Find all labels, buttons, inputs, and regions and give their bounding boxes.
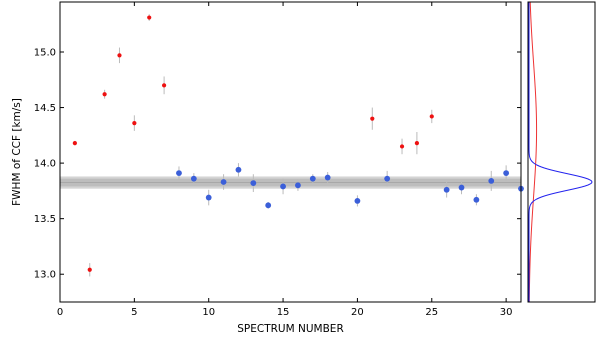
- data-point: [87, 267, 92, 272]
- data-point: [205, 194, 212, 201]
- data-point: [295, 182, 301, 189]
- data-point: [384, 175, 391, 182]
- x-tick-label: 0: [57, 307, 63, 318]
- data-point: [399, 144, 405, 149]
- main-scatter-plot: 0 5 10 15 20 25 30 13.0 13.5 14.0 14.5 15.0 SPECTRU…: [11, 1, 524, 335]
- data-points: [72, 15, 524, 272]
- data-point: [473, 196, 480, 203]
- data-point: [250, 180, 257, 187]
- data-point: [443, 186, 450, 193]
- density-curve: [528, 2, 593, 302]
- x-tick-label: 15: [277, 307, 290, 318]
- data-point: [161, 83, 167, 88]
- x-tick-label: 30: [500, 307, 513, 318]
- y-tick-label: 14.0: [34, 159, 56, 170]
- data-point: [190, 175, 197, 182]
- data-point: [132, 121, 137, 126]
- data-point: [280, 183, 286, 190]
- data-point: [324, 174, 331, 181]
- data-point: [414, 141, 420, 146]
- data-point: [176, 170, 182, 177]
- x-tick-label: 25: [425, 307, 438, 318]
- x-tick-label: 5: [131, 307, 137, 318]
- y-tick-label: 13.0: [34, 270, 56, 281]
- data-point: [458, 184, 465, 191]
- data-point: [102, 92, 107, 97]
- data-point: [488, 177, 495, 184]
- data-point: [265, 202, 272, 209]
- side-plot-frame: [527, 1, 596, 303]
- x-tick-label: 20: [351, 307, 364, 318]
- error-bars: [74, 14, 522, 277]
- data-point: [220, 179, 227, 185]
- side-density-plot: [527, 1, 596, 303]
- data-point: [503, 170, 510, 177]
- data-point: [147, 15, 152, 20]
- mean-band: [60, 176, 521, 189]
- data-point: [370, 116, 375, 121]
- x-tick-label: 10: [202, 307, 215, 318]
- tick-labels: 0 5 10 15 20 25 30 13.0 13.5 14.0 14.5 15.0: [34, 48, 513, 319]
- density-curve: [528, 1, 538, 303]
- data-point: [309, 175, 316, 182]
- data-point: [235, 166, 242, 173]
- x-axis-label: SPECTRUM NUMBER: [237, 323, 344, 335]
- density-curves: [528, 1, 593, 303]
- data-point: [429, 114, 434, 119]
- data-point: [117, 53, 122, 58]
- y-tick-label: 13.5: [34, 214, 56, 225]
- main-plot-frame: [59, 1, 522, 303]
- y-tick-label: 14.5: [34, 103, 56, 114]
- y-tick-label: 15.0: [34, 48, 56, 59]
- data-point: [72, 141, 77, 146]
- axis-ticks: [59, 2, 521, 302]
- data-point: [354, 197, 361, 204]
- y-axis-label: FWHM of CCF [km/s]: [11, 98, 23, 206]
